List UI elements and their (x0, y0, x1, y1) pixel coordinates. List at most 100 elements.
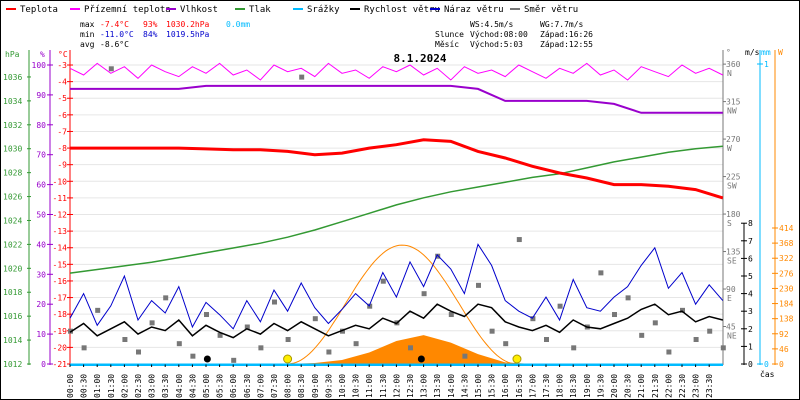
legend-label-1: Přízemní teplota (84, 5, 171, 15)
legend-swatch-3 (235, 8, 245, 10)
wind-direction-point (367, 303, 373, 309)
solar-tick-label: 276 (779, 269, 794, 278)
wind-direction-point (639, 332, 645, 338)
moon-set: Západ:12:55 (540, 40, 593, 49)
x-tick-label: 11:00 (365, 374, 374, 398)
hpa-tick-label: 1022 (3, 240, 22, 249)
stats: max -7.4°C 93% 1030.2hPa 0.0mm min -11.0… (80, 20, 593, 49)
temperature-line (70, 138, 724, 200)
legend-swatch-2 (166, 8, 176, 10)
direction-compass-label: W (727, 144, 732, 153)
hpa-tick-label: 1024 (3, 216, 22, 225)
solar-tick-label: 138 (779, 315, 794, 324)
wind-direction-point (530, 316, 536, 322)
temp-tick-label: -8 (57, 144, 67, 153)
wind-direction-point (462, 353, 468, 359)
x-tick-label: 20:30 (624, 374, 633, 398)
x-tick-label: 12:00 (392, 374, 401, 398)
wind-direction-point (435, 253, 441, 259)
x-tick-label: 13:00 (420, 374, 429, 398)
wind-tick-label: 8 (748, 219, 753, 228)
hpa-tick-label: 1034 (3, 97, 22, 106)
x-tick-label: 13:30 (433, 374, 442, 398)
wind-direction-point (598, 270, 604, 276)
hpa-tick-label: 1026 (3, 193, 22, 202)
solar-tick-label: 414 (779, 224, 794, 233)
wind-direction-point (544, 337, 549, 343)
temp-tick-label: -14 (53, 244, 68, 253)
stat-min-press: 1019.5hPa (166, 30, 210, 39)
wind-direction-point (353, 341, 359, 347)
humidity-tick-label: 100 (32, 61, 47, 70)
x-tick-label: 11:30 (379, 374, 388, 398)
temp-tick-label: -4 (57, 78, 67, 87)
temp-tick-label: -13 (53, 227, 68, 236)
rain-tick-label: 1 (764, 60, 769, 69)
wind-direction-point (258, 345, 264, 351)
wind-direction-point (163, 295, 169, 301)
wind-tick-label: 3 (748, 307, 753, 316)
hpa-tick-label: 1030 (3, 145, 22, 154)
temp-tick-label: -6 (57, 111, 67, 120)
temp-unit: °C (58, 50, 68, 59)
direction-tick-label: 225 (726, 173, 741, 182)
x-tick-label: 14:30 (460, 374, 469, 398)
sunset-marker (512, 354, 522, 364)
wind-direction-point (503, 341, 509, 347)
legend-swatch-1 (70, 8, 80, 10)
temp-tick-label: -12 (53, 211, 68, 220)
legend-swatch-7 (510, 8, 520, 10)
wind-gust-line (69, 243, 724, 330)
wind-direction-point (122, 337, 128, 343)
stat-max-rain: 0.0mm (226, 20, 250, 29)
direction-tick-label: 270 (726, 135, 741, 144)
wind-direction-point (176, 341, 182, 347)
stat-avg-label: avg (80, 40, 95, 49)
wind-direction-point (680, 307, 685, 313)
direction-compass-label: SW (727, 182, 737, 191)
wind-direction-point (149, 320, 155, 326)
temp-tick-label: -21 (53, 360, 68, 369)
humidity-tick-label: 30 (36, 270, 46, 279)
wind-direction-point (571, 345, 577, 351)
wind-direction-point (652, 320, 658, 326)
wind-direction-point (136, 349, 141, 355)
x-tick-label: 00:00 (66, 374, 75, 398)
x-tick-label: 10:30 (352, 374, 361, 398)
wind-direction-point (285, 337, 291, 343)
x-tick-label: 03:30 (161, 374, 170, 398)
moon-rise: Východ:5:03 (470, 40, 523, 49)
legend: Teplota Přízemní teplota Vlhkost Tlak Srážky… (6, 5, 578, 15)
humidity-tick-label: 10 (36, 330, 46, 339)
wind-direction-point (312, 316, 318, 322)
temp-tick-label: -11 (53, 194, 68, 203)
wind-tick-label: 4 (748, 290, 753, 299)
x-tick-label: 05:30 (216, 374, 225, 398)
wind-tick-label: 1 (748, 342, 753, 351)
stat-ws: WS:4.5m/s (470, 20, 514, 29)
x-tick-label: 20:00 (610, 374, 619, 398)
x-tick-label: 22:30 (678, 374, 687, 398)
wind-direction-point (190, 353, 196, 359)
direction-tick-label: 315 (726, 98, 741, 107)
wind-direction-point (217, 332, 223, 338)
stat-avg-temp: -8.6°C (100, 40, 129, 49)
feels-like-line (69, 62, 724, 81)
sun-rise: Východ:08:00 (470, 30, 528, 39)
x-tick-label: 07:30 (270, 374, 279, 398)
stat-max-temp: -7.4°C (100, 20, 129, 29)
direction-compass-label: NE (727, 332, 737, 341)
humidity-tick-label: 80 (36, 121, 46, 130)
x-tick-label: 08:30 (297, 374, 306, 398)
solar-tick-label: 368 (779, 239, 794, 248)
humidity-tick-label: 20 (36, 300, 46, 309)
humidity-tick-label: 40 (36, 240, 46, 249)
stat-max-press: 1030.2hPa (166, 20, 210, 29)
wind-unit: m/s (745, 48, 760, 57)
wind-tick-label: 0 (748, 360, 753, 369)
rain-unit: mm (761, 48, 771, 57)
legend-label-4: Srážky (307, 5, 340, 15)
x-tick-label: 15:00 (474, 374, 483, 398)
stat-max-hum: 93% (143, 20, 158, 29)
temp-tick-label: -5 (57, 94, 67, 103)
